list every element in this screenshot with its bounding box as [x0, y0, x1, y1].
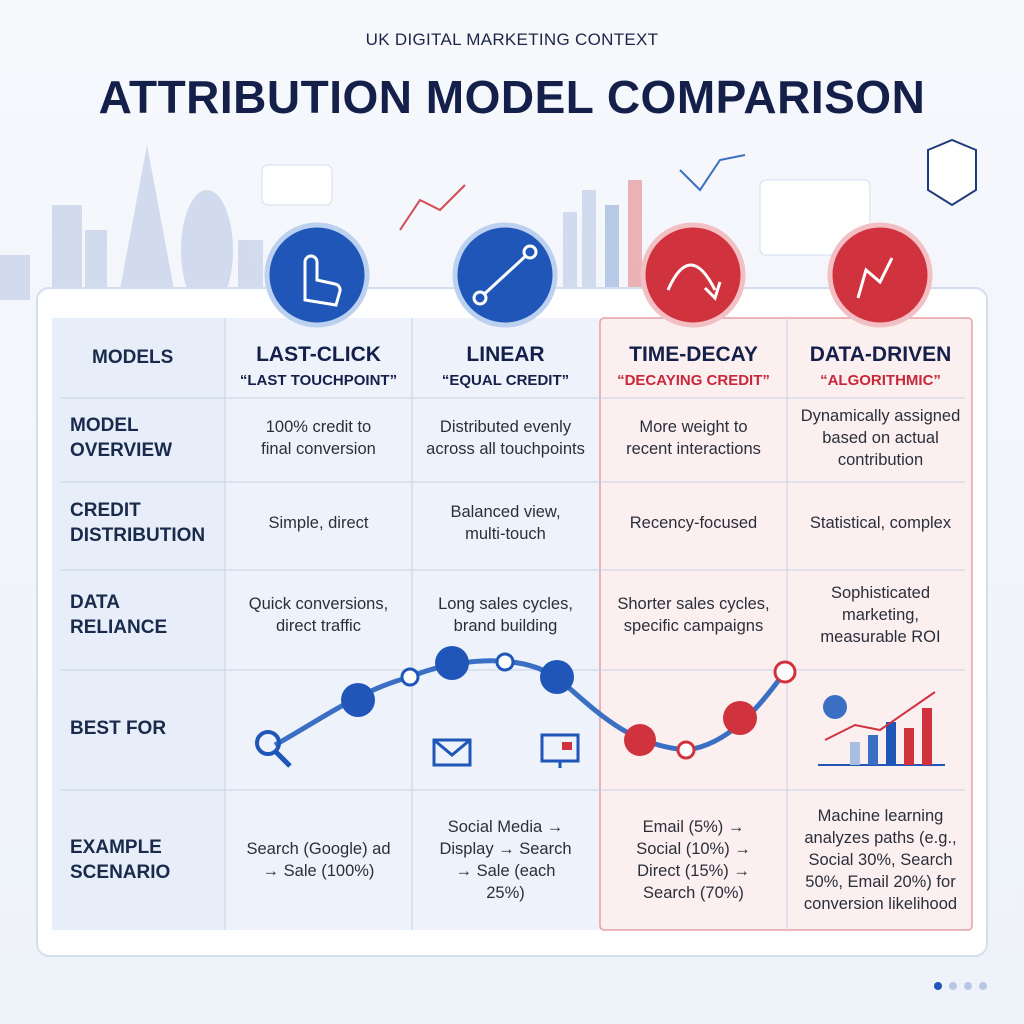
cell-line: Display → Search [439, 840, 572, 858]
cell: Shorter sales cycles, specific campaigns [600, 593, 787, 637]
cell: Simple, direct [225, 512, 412, 534]
cell-line: final conversion [261, 440, 376, 458]
model-name: LINEAR [466, 343, 545, 366]
journey [255, 646, 945, 768]
cell-line: Long sales cycles, [438, 595, 573, 613]
cell: Quick conversions, direct traffic [225, 593, 412, 637]
cell-line: measurable ROI [820, 628, 941, 646]
cell: Balanced view, multi-touch [412, 501, 599, 545]
cell: Email (5%) → Social (10%) → Direct (15%) →… [600, 816, 787, 904]
cell-line: based on actual [822, 429, 939, 447]
model-tagline: “EQUAL CREDIT” [441, 372, 570, 389]
cell-line: Social Media → [447, 818, 564, 836]
cell: Search (Google) ad → Sale (100%) [225, 838, 412, 882]
cell: Dynamically assigned based on actual contr… [787, 405, 974, 471]
cell-line: More weight to [639, 418, 748, 436]
model-name: LAST-CLICK [256, 343, 381, 366]
subtitle: UK DIGITAL MARKETING CONTEXT [365, 30, 659, 49]
row-label-line: EXAMPLE [70, 837, 162, 858]
cell-line: Social 30%, Search [808, 851, 953, 869]
cell-line: recent interactions [626, 440, 761, 458]
row-label: MODEL OVERVIEW [70, 413, 220, 463]
model-tagline: “ALGORITHMIC” [820, 372, 941, 389]
cell: Statistical, complex [787, 512, 974, 534]
row-label-line: RELIANCE [70, 617, 168, 638]
row-label: DATA RELIANCE [70, 590, 220, 640]
cell: Recency-focused [600, 512, 787, 534]
cell-line: marketing, [841, 606, 920, 624]
cell: Long sales cycles, brand building [412, 593, 599, 637]
title: ATTRIBUTION MODEL COMPARISON [98, 71, 926, 123]
model-tagline: “LAST TOUCHPOINT” [239, 372, 398, 389]
cell-line: Machine learning [817, 807, 944, 825]
row-label-line: DATA [70, 592, 120, 613]
cell-line: analyzes paths (e.g., [804, 829, 957, 847]
cell-line: 50%, Email 20%) for [805, 873, 956, 891]
cell-line: Sophisticated [830, 584, 931, 602]
cell-line: specific campaigns [623, 617, 764, 635]
chart-icon [818, 691, 945, 766]
cell-line: Social (10%) → [636, 840, 751, 858]
row-label-line: OVERVIEW [70, 440, 173, 461]
row-label-line: DISTRIBUTION [70, 525, 206, 546]
cell-line: Statistical, complex [809, 514, 952, 532]
cell-line: Shorter sales cycles, [617, 595, 770, 613]
cell-line: Recency-focused [629, 514, 758, 532]
cell: 100% credit to final conversion [225, 416, 412, 460]
model-name: DATA-DRIVEN [809, 343, 952, 366]
model-tagline: “DECAYING CREDIT” [617, 372, 770, 389]
cell-line: Dynamically assigned [800, 407, 961, 425]
cell-line: Balanced view, [450, 503, 561, 521]
cell-line: multi-touch [465, 525, 546, 543]
row-label: CREDIT DISTRIBUTION [70, 498, 220, 548]
cell: Machine learning analyzes paths (e.g., Soc… [787, 805, 974, 915]
corner-label: MODELS [92, 347, 174, 368]
cell-line: 100% credit to [265, 418, 372, 436]
cell-line: Quick conversions, [248, 595, 389, 613]
row-label-line: MODEL [70, 415, 139, 436]
cell-line: contribution [837, 451, 924, 469]
row-label: BEST FOR [70, 716, 220, 741]
row-label-line: BEST FOR [70, 717, 167, 739]
cell-line: conversion likelihood [803, 895, 958, 913]
cell-line: across all touchpoints [426, 440, 585, 458]
model-icons [264, 222, 933, 328]
cell: Sophisticated marketing, measurable ROI [787, 582, 974, 648]
cell-line: Search (70%) [643, 884, 744, 902]
cell: Social Media → Display → Search → Sale (ea… [412, 816, 599, 904]
cell-line: Distributed evenly [439, 418, 572, 436]
cell: More weight to recent interactions [600, 416, 787, 460]
cell-line: Search (Google) ad [246, 840, 391, 858]
cell-line: direct traffic [276, 617, 361, 635]
cell-line: Email (5%) → [642, 818, 745, 836]
cell-line: → Sale (each [455, 862, 556, 880]
cell-line: Simple, direct [268, 514, 369, 532]
cell-line: Direct (15%) → [637, 862, 750, 880]
cell-line: 25%) [486, 884, 525, 902]
row-label: EXAMPLE SCENARIO [70, 835, 220, 885]
cell-line: → Sale (100%) [262, 862, 375, 880]
cell: Distributed evenly across all touchpoints [412, 416, 599, 460]
row-label-line: SCENARIO [70, 862, 171, 883]
cell-line: brand building [453, 617, 558, 635]
model-name: TIME-DECAY [629, 343, 758, 366]
row-label-line: CREDIT [70, 500, 141, 521]
